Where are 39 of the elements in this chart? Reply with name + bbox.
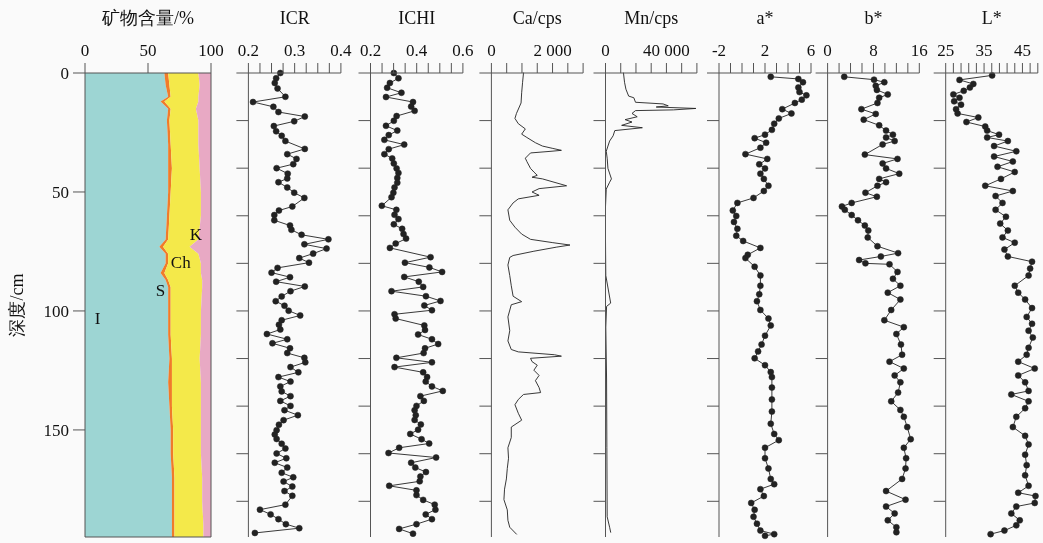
y-tick-label: 0 xyxy=(60,64,69,83)
x-tick-label: 0.4 xyxy=(406,41,428,60)
x-axis-title: 矿物含量/% xyxy=(101,8,194,28)
x-tick-label: 25 xyxy=(937,41,955,60)
x-tick-label: 2 000 xyxy=(533,41,572,60)
x-tick-label: 6 xyxy=(806,41,816,60)
series-label: S xyxy=(155,280,166,300)
x-axis-title: a* xyxy=(756,8,774,28)
x-axis-title: Ca/cps xyxy=(512,8,562,28)
x-tick-label: 40 000 xyxy=(643,41,690,60)
x-tick-label: 0.6 xyxy=(452,41,474,60)
x-tick-label: 8 xyxy=(869,41,878,60)
x-axis-title: b* xyxy=(864,8,883,28)
x-tick-label: 0.3 xyxy=(284,41,306,60)
series-label: I xyxy=(94,308,101,328)
x-tick-label: 16 xyxy=(910,41,928,60)
x-tick-label: 2 xyxy=(760,41,770,60)
x-tick-label: 35 xyxy=(975,41,993,60)
y-tick-label: 100 xyxy=(43,301,69,321)
x-tick-label: 100 xyxy=(198,41,224,60)
x-tick-label: 0 xyxy=(823,41,832,60)
x-tick-label: 50 xyxy=(139,41,157,60)
x-tick-label: 45 xyxy=(1013,41,1031,60)
series-label: K xyxy=(189,225,203,245)
series-label: Ch xyxy=(170,252,192,272)
x-axis-title: ICR xyxy=(279,8,310,28)
y-axis-title: 深度/cm xyxy=(7,273,27,337)
x-axis-title: ICHI xyxy=(398,8,436,28)
x-tick-label: 0.4 xyxy=(330,41,353,60)
x-axis-title: Mn/cps xyxy=(624,8,679,28)
x-tick-label: 0 xyxy=(487,41,496,60)
x-tick-label: 0 xyxy=(80,41,90,60)
x-tick-label: 0.2 xyxy=(237,41,260,60)
x-tick-label: -2 xyxy=(711,41,727,60)
y-tick-label: 50 xyxy=(52,182,69,202)
y-tick-label: 150 xyxy=(43,420,69,440)
x-tick-label: 0 xyxy=(601,41,610,60)
x-tick-label: 0.2 xyxy=(359,41,382,60)
x-axis-title: L* xyxy=(981,8,1002,28)
